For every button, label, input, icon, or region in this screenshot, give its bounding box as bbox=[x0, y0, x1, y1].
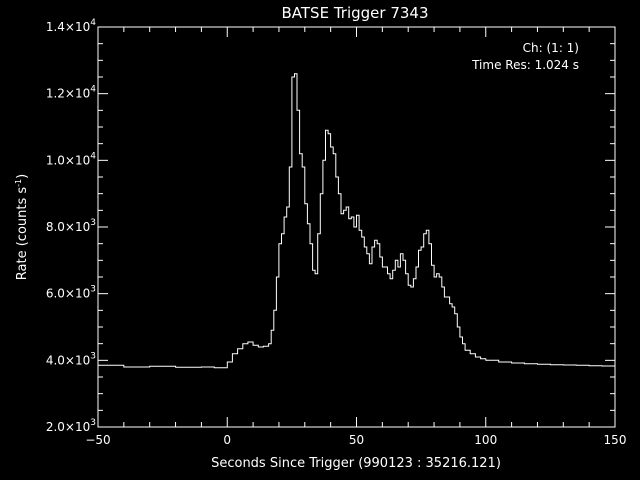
y-axis-label-close: ) bbox=[15, 174, 30, 179]
y-axis-ticks: 2.0×103 4.0×103 6.0×103 8.0×103 1.0×104 1.2×1… bbox=[46, 18, 615, 434]
annotation-time-res: Time Res: 1.024 s bbox=[471, 58, 579, 72]
y-axis-label-superscript: -1 bbox=[14, 179, 23, 187]
y-tick-label: 4.0×103 bbox=[46, 351, 96, 367]
x-tick-label: 0 bbox=[223, 433, 231, 447]
y-tick-label: 8.0×103 bbox=[46, 218, 96, 234]
y-tick-label: 6.0×103 bbox=[46, 285, 96, 301]
y-tick-label: 1.4×104 bbox=[46, 18, 96, 34]
x-axis-label: Seconds Since Trigger (990123 : 35216.12… bbox=[211, 456, 501, 471]
x-tick-label: −50 bbox=[85, 433, 110, 447]
y-tick-label: 2.0×103 bbox=[46, 418, 96, 434]
x-axis-ticks: −50 0 50 100 150 bbox=[85, 27, 626, 447]
x-tick-label: 100 bbox=[474, 433, 497, 447]
chart-title: BATSE Trigger 7343 bbox=[282, 4, 429, 22]
x-tick-label: 50 bbox=[349, 433, 364, 447]
x-tick-label: 150 bbox=[604, 433, 627, 447]
y-tick-label: 1.2×104 bbox=[46, 85, 96, 101]
series-line bbox=[98, 73, 615, 369]
y-axis-label: Rate (counts s-1) bbox=[14, 174, 30, 280]
y-tick-label: 1.0×104 bbox=[46, 151, 96, 167]
y-axis-label-main: Rate (counts s bbox=[15, 187, 30, 281]
annotation-channel: Ch: (1: 1) bbox=[523, 41, 579, 55]
